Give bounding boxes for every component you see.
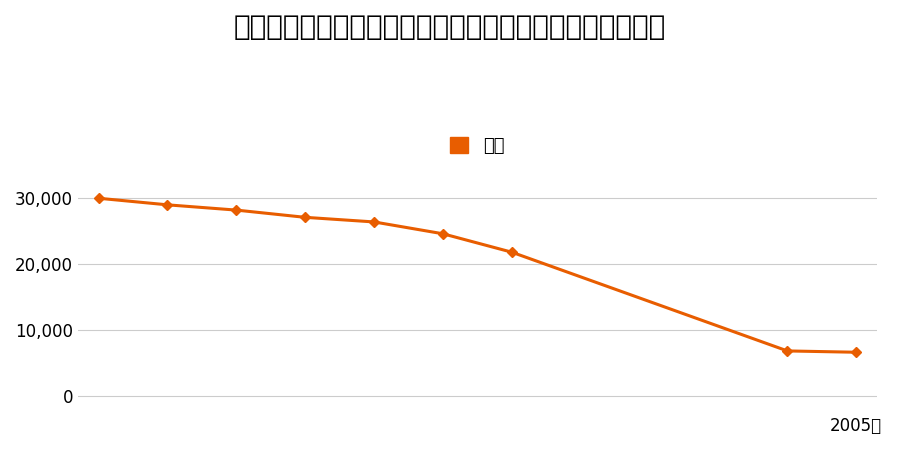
Text: 山梨県南都留郡勝山村字上伝水２８０５番２外の地価推移: 山梨県南都留郡勝山村字上伝水２８０５番２外の地価推移 (234, 14, 666, 41)
Legend: 価格: 価格 (443, 130, 511, 162)
